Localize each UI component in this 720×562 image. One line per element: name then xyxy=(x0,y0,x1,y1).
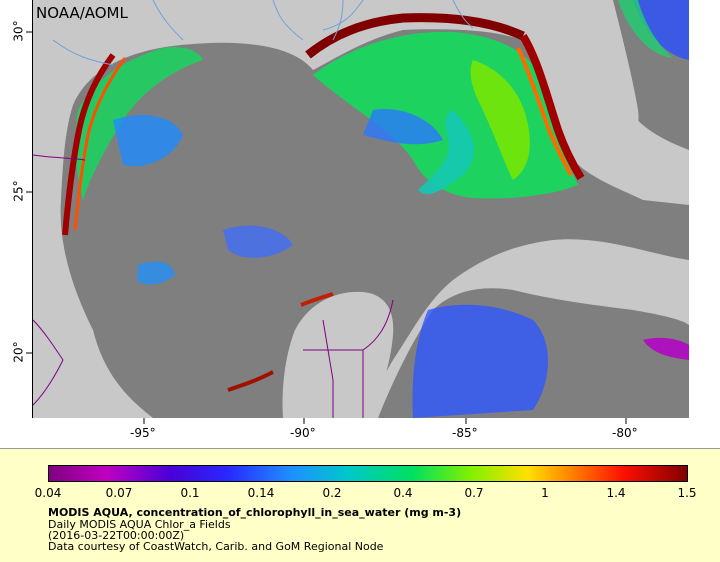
legend-dataset: Daily MODIS AQUA Chlor_a Fields xyxy=(48,518,231,531)
y-tick-label: 20° xyxy=(11,341,26,363)
caribbean-purple xyxy=(643,337,689,360)
mexico-coast-red xyxy=(227,370,274,392)
florida-coast-red xyxy=(519,33,585,181)
river-line xyxy=(52,39,114,66)
colorbar-tick-label: 0.2 xyxy=(322,486,342,500)
colorbar-tick-label: 0.07 xyxy=(105,486,133,500)
chlorophyll-field xyxy=(75,0,689,418)
river-line xyxy=(272,0,304,41)
cuba-land xyxy=(494,253,689,305)
colorbar-tick-label: 1 xyxy=(541,486,549,500)
colorbar-tick-label: 0.4 xyxy=(393,486,413,500)
legend-time: (2016-03-22T00:00:00Z) xyxy=(48,529,185,542)
legend-title: MODIS AQUA, concentration_of_chlorophyll… xyxy=(48,506,462,519)
legend-courtesy: Data courtesy of CoastWatch, Carib. and … xyxy=(48,540,384,553)
x-tick-label: -85° xyxy=(452,426,478,440)
border-line xyxy=(33,319,64,406)
border-line xyxy=(322,319,334,418)
florida-land xyxy=(553,0,639,164)
border-line xyxy=(362,299,394,351)
map-canvas xyxy=(33,0,689,418)
borders xyxy=(33,154,394,418)
map-area[interactable] xyxy=(32,0,689,418)
colorbar xyxy=(48,465,688,482)
rivers xyxy=(52,0,474,66)
caribbean-blue xyxy=(412,304,548,418)
river-line xyxy=(322,0,364,31)
atlantic-green xyxy=(618,0,673,58)
colorbar-tick-label: 1.4 xyxy=(606,486,626,500)
texas-coast-orange xyxy=(73,57,127,231)
colorbar-tick-label: 0.7 xyxy=(464,486,484,500)
colorbar-tick-label: 0.14 xyxy=(247,486,275,500)
loop-filament xyxy=(418,110,474,195)
credit-label: NOAA/AOML xyxy=(36,4,128,22)
campeche-coast-red xyxy=(300,292,334,307)
atlantic-blue xyxy=(633,0,689,60)
central-blue-2 xyxy=(137,261,175,285)
florida-coast-orange xyxy=(516,47,573,177)
x-tick-label: -80° xyxy=(612,426,638,440)
y-tick-label: 30° xyxy=(11,20,26,42)
x-tick-label: -95° xyxy=(130,426,156,440)
yucatan-land xyxy=(282,291,394,418)
river-line xyxy=(152,0,184,41)
x-tick-label: -90° xyxy=(290,426,316,440)
colorbar-tick-label: 0.1 xyxy=(180,486,200,500)
border-line xyxy=(33,154,86,161)
river-line xyxy=(452,0,474,29)
y-tick-label: 25° xyxy=(11,180,26,202)
blue-patches xyxy=(363,109,443,145)
texas-blue-field xyxy=(113,115,183,167)
central-blue-1 xyxy=(223,225,293,258)
texas-coast-red xyxy=(62,53,116,236)
colorbar-tick-label: 1.5 xyxy=(677,486,697,500)
colorbar-tick-label: 0.04 xyxy=(34,486,62,500)
west-florida-green xyxy=(470,60,530,180)
